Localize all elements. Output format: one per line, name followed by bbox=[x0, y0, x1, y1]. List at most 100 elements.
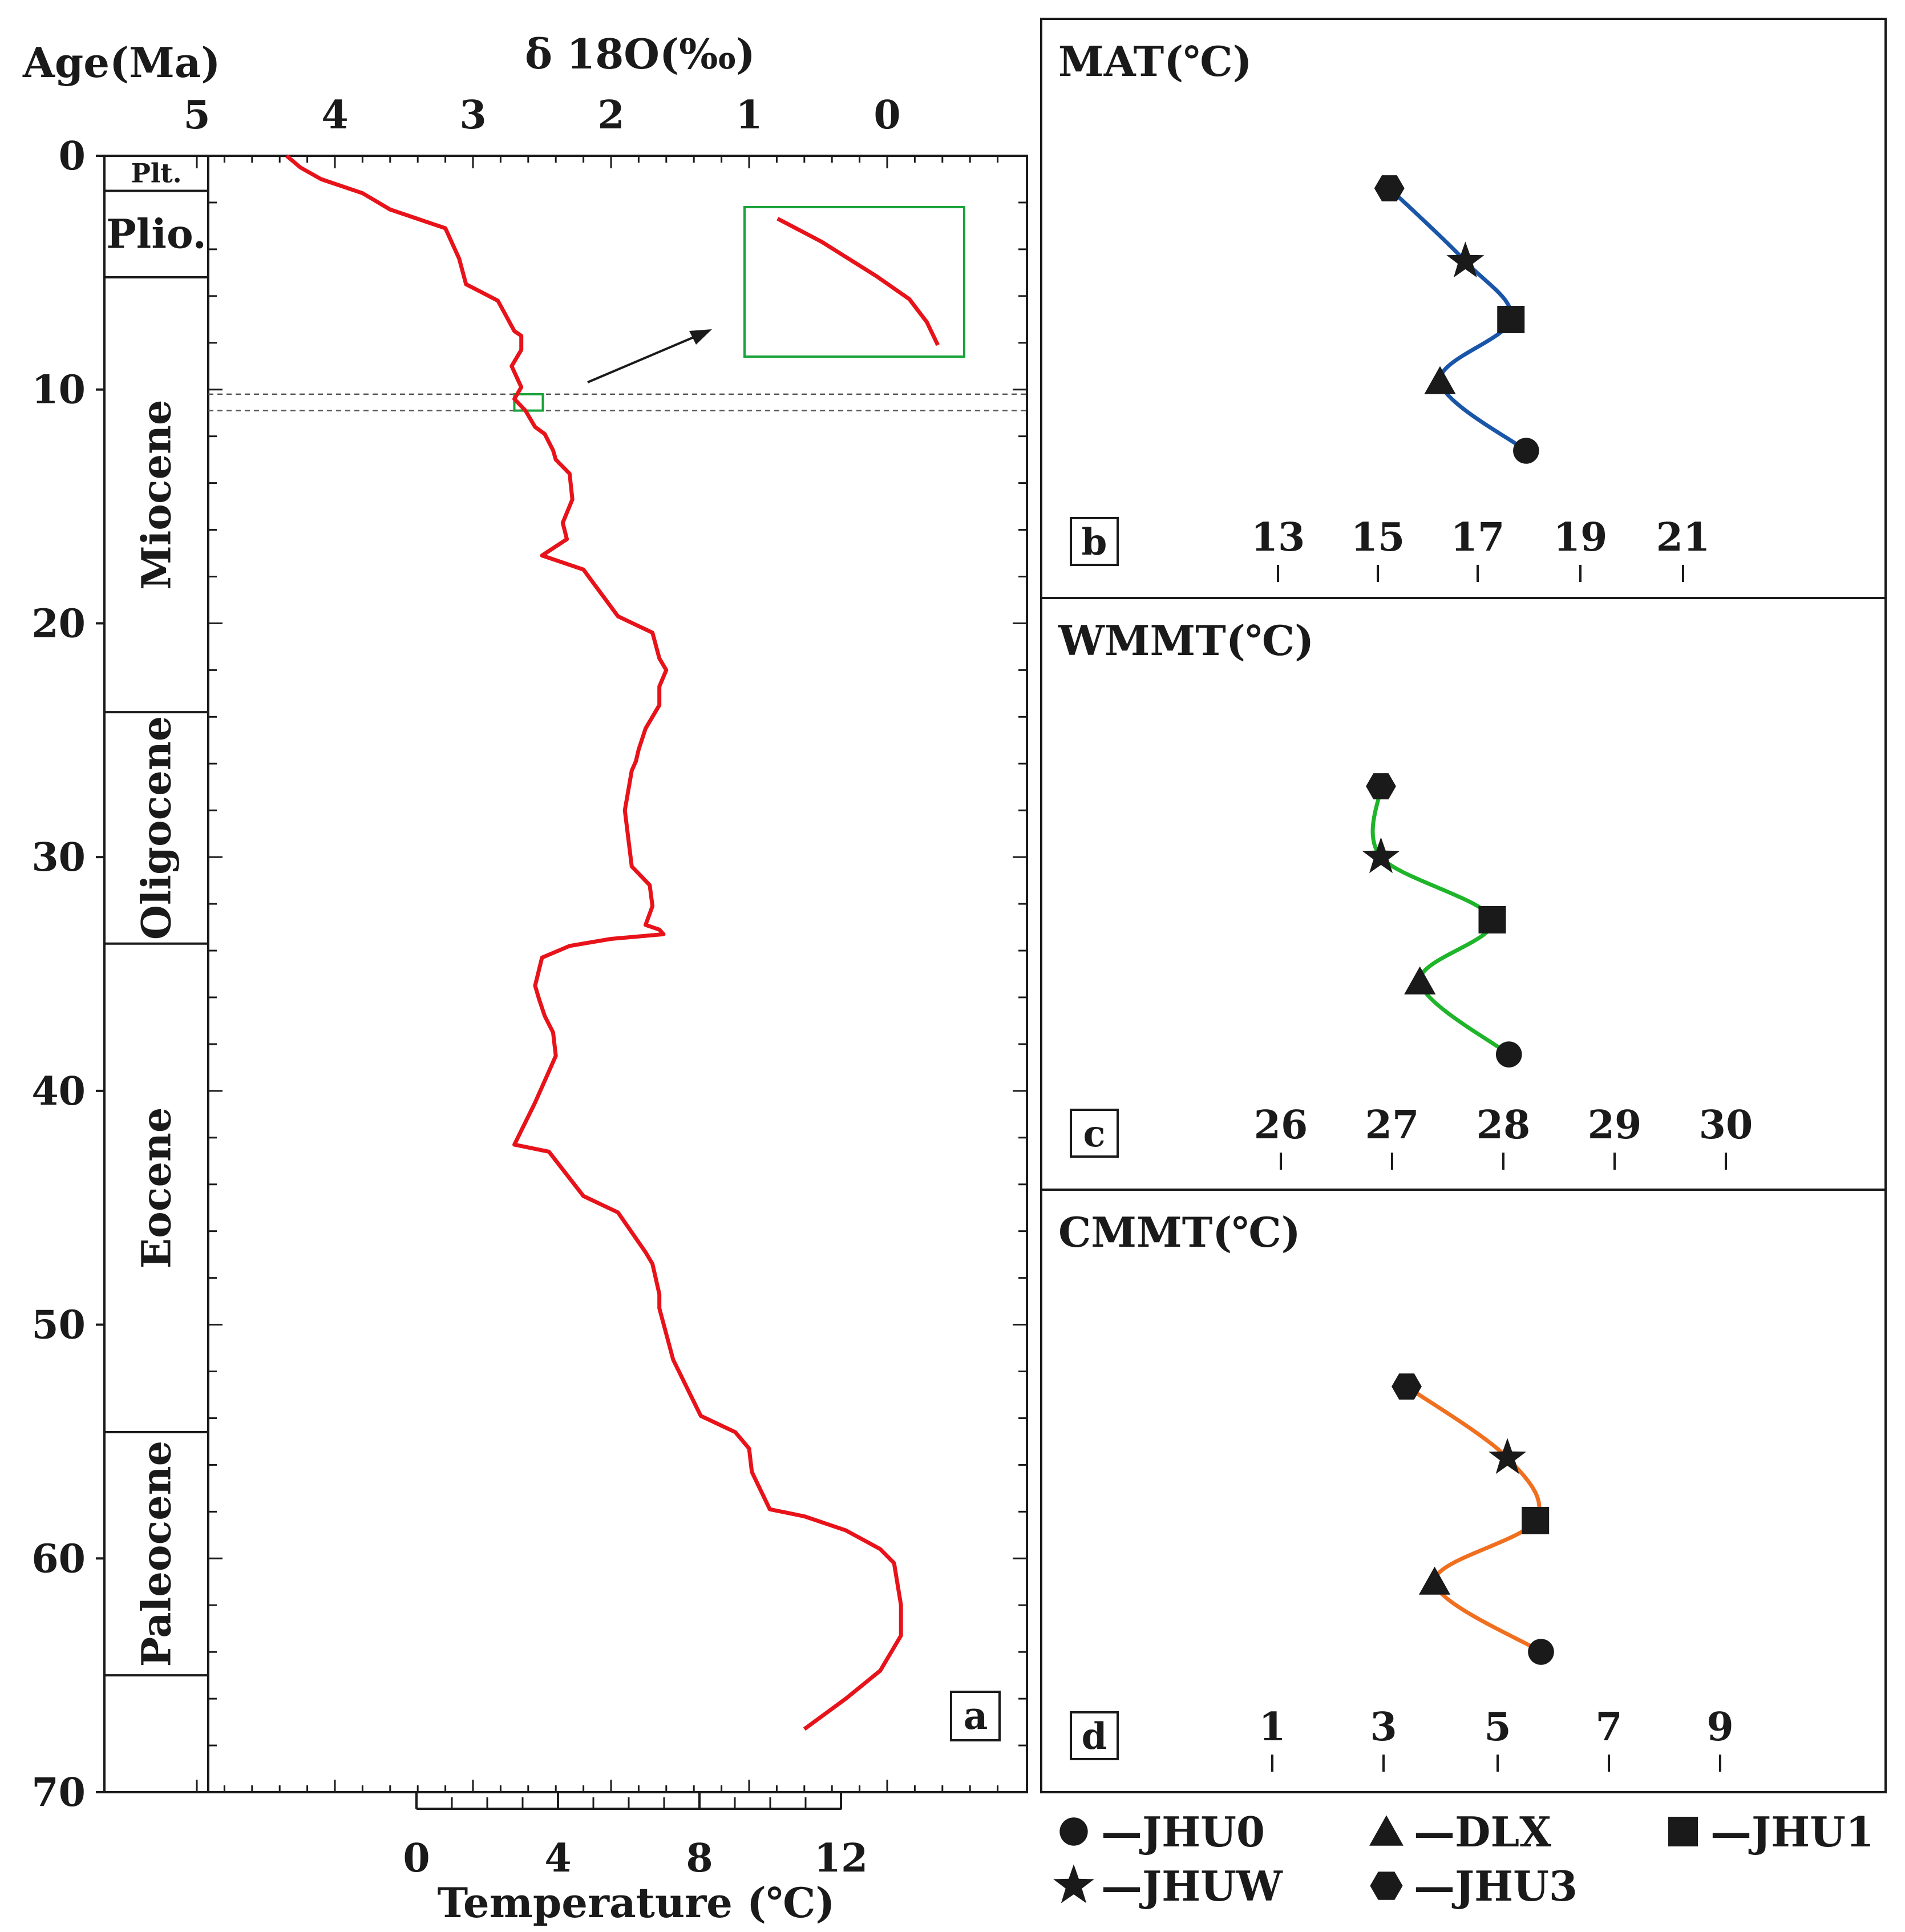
x-tick-label: 30 bbox=[1699, 1102, 1753, 1148]
panel-label-box bbox=[1070, 517, 1119, 566]
highlight-band bbox=[208, 393, 1027, 412]
panel-title: CMMT(℃) bbox=[1058, 1208, 1301, 1256]
legend-label: —JHU1 bbox=[1710, 1808, 1874, 1856]
age-tick-label: 30 bbox=[31, 835, 86, 880]
triangle-marker bbox=[1404, 966, 1436, 995]
x-tick-label: 28 bbox=[1477, 1102, 1531, 1148]
x-tick-label: 5 bbox=[1484, 1704, 1511, 1750]
inset-arrow-head bbox=[689, 329, 712, 345]
temperature-tick-label: 8 bbox=[686, 1836, 713, 1881]
delta18o-curve bbox=[285, 154, 903, 1731]
epoch-label: Oligocene bbox=[133, 716, 180, 940]
epoch-label: Miocene bbox=[133, 399, 180, 589]
epoch-label: Plt. bbox=[131, 158, 181, 189]
temperature-axis: 0 4 8 12 bbox=[403, 1792, 868, 1881]
panel-label-box bbox=[1070, 1711, 1119, 1760]
hexagon-marker bbox=[1374, 175, 1405, 201]
triangle-marker bbox=[1424, 366, 1456, 394]
age-tick-label: 60 bbox=[31, 1536, 86, 1582]
square-marker bbox=[1522, 1507, 1550, 1534]
x-tick-label: 1 bbox=[1259, 1704, 1285, 1750]
top-tick-label: 2 bbox=[597, 92, 624, 138]
hexagon-marker bbox=[1392, 1373, 1422, 1400]
x-tick-label: 17 bbox=[1451, 515, 1505, 560]
top-tick-label: 0 bbox=[873, 92, 900, 138]
panel-label: d bbox=[1082, 1715, 1107, 1758]
square-marker bbox=[1668, 1817, 1698, 1846]
age-tick-label: 0 bbox=[59, 134, 86, 179]
age-tick-label: 10 bbox=[31, 367, 86, 413]
panel-title: WMMT(℃) bbox=[1058, 616, 1314, 665]
triangle-marker bbox=[1369, 1815, 1404, 1846]
y-axis-title: Age(Ma) bbox=[22, 38, 221, 87]
circle-marker bbox=[1059, 1817, 1088, 1846]
epoch-label: Plio. bbox=[106, 210, 207, 257]
epoch-labels: Plt. Plio. Miocene Oligocene Eocene Paleocene bbox=[106, 158, 207, 1667]
temperature-axis-title: Temperature (℃) bbox=[438, 1878, 835, 1927]
epoch-label: Paleocene bbox=[133, 1441, 180, 1667]
panel-frame bbox=[1040, 18, 1887, 599]
panel-frame bbox=[1040, 1189, 1887, 1793]
x-tick-label: 27 bbox=[1365, 1102, 1419, 1148]
hexagon-marker bbox=[1366, 773, 1396, 799]
age-tick-label: 70 bbox=[31, 1770, 86, 1816]
legend-label: —JHU3 bbox=[1414, 1862, 1578, 1910]
age-tick-label: 20 bbox=[31, 601, 86, 646]
legend-label: —DLX bbox=[1414, 1808, 1551, 1856]
panel-title: MAT(℃) bbox=[1058, 37, 1252, 86]
legend: —JHU0 —DLX —JHU1 —JHUW —JHU3 bbox=[1053, 1808, 1874, 1910]
inset-arrow-line bbox=[587, 333, 702, 383]
panel-frame bbox=[1040, 597, 1887, 1191]
age-tick-label: 50 bbox=[31, 1303, 86, 1348]
x-tick-label: 7 bbox=[1595, 1704, 1622, 1750]
x-tick-label: 15 bbox=[1351, 515, 1405, 560]
top-axis-title: δ 18O(‰) bbox=[525, 30, 755, 78]
epoch-label: Eocene bbox=[133, 1108, 180, 1269]
age-ticks: 0 10 20 30 40 50 60 70 bbox=[31, 134, 1027, 1816]
top-tick-label: 4 bbox=[321, 92, 348, 138]
x-tick-label: 29 bbox=[1588, 1102, 1642, 1148]
x-tick-label: 9 bbox=[1706, 1704, 1733, 1750]
top-tick-label: 5 bbox=[183, 92, 210, 138]
panel-label-box bbox=[1070, 1109, 1119, 1158]
triangle-marker bbox=[1418, 1566, 1451, 1595]
star-marker bbox=[1362, 837, 1400, 874]
panel-c: WMMT(℃) 26 27 28 29 30 c bbox=[1040, 597, 1887, 1191]
panel-label: b bbox=[1082, 521, 1107, 564]
epoch-dividers bbox=[104, 189, 208, 1677]
star-marker bbox=[1446, 241, 1485, 278]
hexagon-marker bbox=[1370, 1872, 1403, 1900]
circle-marker bbox=[1513, 438, 1539, 464]
age-tick-label: 40 bbox=[31, 1069, 86, 1114]
panel-b: MAT(℃) 13 15 17 19 21 b bbox=[1040, 18, 1887, 599]
panel-a: Age(Ma) δ 18O(‰) Plt. Plio. Miocene Oligoce… bbox=[22, 30, 1028, 1927]
band-marker-box bbox=[513, 393, 544, 412]
panel-label-a: a bbox=[964, 1693, 988, 1738]
x-tick-label: 19 bbox=[1554, 515, 1608, 560]
top-tick-label: 1 bbox=[735, 92, 762, 138]
temperature-tick-label: 0 bbox=[403, 1836, 430, 1881]
top-tick-label: 3 bbox=[459, 92, 486, 138]
x-tick-label: 26 bbox=[1254, 1102, 1308, 1148]
panel-label: c bbox=[1083, 1113, 1106, 1155]
square-marker bbox=[1497, 306, 1525, 333]
circle-marker bbox=[1528, 1639, 1554, 1665]
legend-label: —JHU0 bbox=[1101, 1808, 1265, 1856]
plot-area-a bbox=[207, 155, 1028, 1793]
top-ticks: 5 4 3 2 1 0 bbox=[183, 92, 999, 1792]
star-marker bbox=[1053, 1864, 1094, 1903]
inset-curve bbox=[776, 217, 940, 346]
square-marker bbox=[1478, 906, 1506, 933]
panel-d: CMMT(℃) 1 3 5 7 9 d bbox=[1040, 1189, 1887, 1793]
panel-label-box-a bbox=[950, 1691, 1001, 1741]
inset-box bbox=[743, 206, 965, 358]
circle-marker bbox=[1495, 1041, 1522, 1068]
x-tick-label: 3 bbox=[1370, 1704, 1397, 1750]
x-tick-label: 13 bbox=[1251, 515, 1305, 560]
temperature-tick-label: 4 bbox=[544, 1836, 571, 1881]
x-tick-label: 21 bbox=[1656, 515, 1710, 560]
site-curve bbox=[1405, 1385, 1542, 1654]
star-marker bbox=[1489, 1438, 1527, 1474]
temperature-tick-label: 12 bbox=[814, 1836, 868, 1881]
